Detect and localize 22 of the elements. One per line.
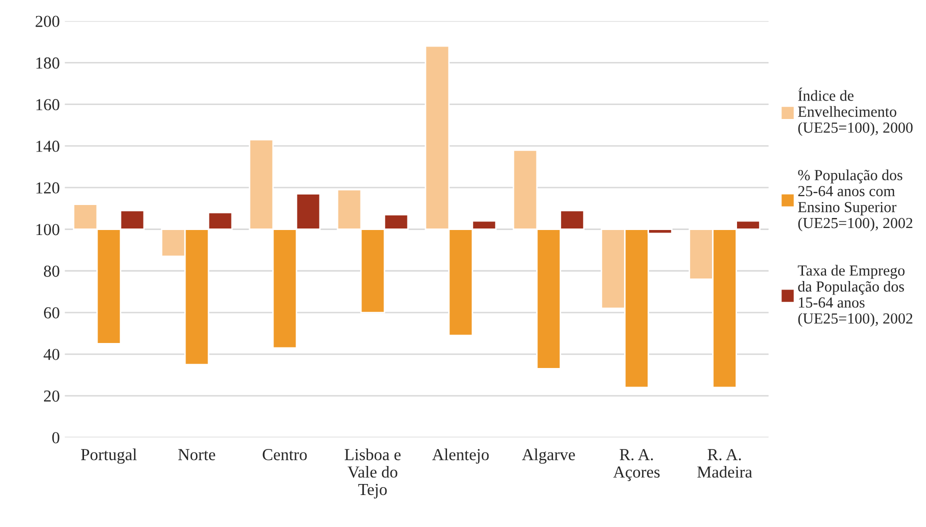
y-tick-label: 20	[44, 390, 60, 402]
y-tick-label: 60	[44, 307, 60, 318]
x-tick-label: Portugal	[81, 448, 137, 464]
y-tick-label: 0	[52, 432, 60, 444]
y-tick-label: 120	[36, 182, 60, 194]
x-tick-label: Lisboa e Vale do Tejo	[344, 448, 401, 498]
x-tick-label: Norte	[178, 449, 216, 460]
x-tick-label: Centro	[262, 449, 307, 460]
y-tick-label: 80	[44, 266, 60, 277]
legend-label: Taxa de Emprego da População dos 15-64 anos (UE25=100), 2002	[798, 264, 912, 327]
y-tick-label: 180	[36, 57, 60, 69]
x-tick-label: R. A. Açores	[613, 449, 660, 482]
legend-label: % População dos 25-64 anos com Ensino Superior (UE25=100), 2002	[798, 170, 912, 232]
legend-label: Índice de Envelhecimento (UE25=100), 2000	[798, 88, 913, 136]
x-tick-label: R. A. Madeira	[697, 449, 752, 478]
x-tick-label: Alentejo	[432, 448, 489, 464]
x-tick-label: Algarve	[522, 448, 575, 464]
y-tick-label: 100	[36, 224, 60, 236]
y-tick-label: 160	[36, 99, 60, 110]
y-tick-label: 200	[36, 16, 60, 28]
y-tick-label: 40	[44, 348, 60, 360]
y-tick-label: 140	[36, 140, 60, 152]
